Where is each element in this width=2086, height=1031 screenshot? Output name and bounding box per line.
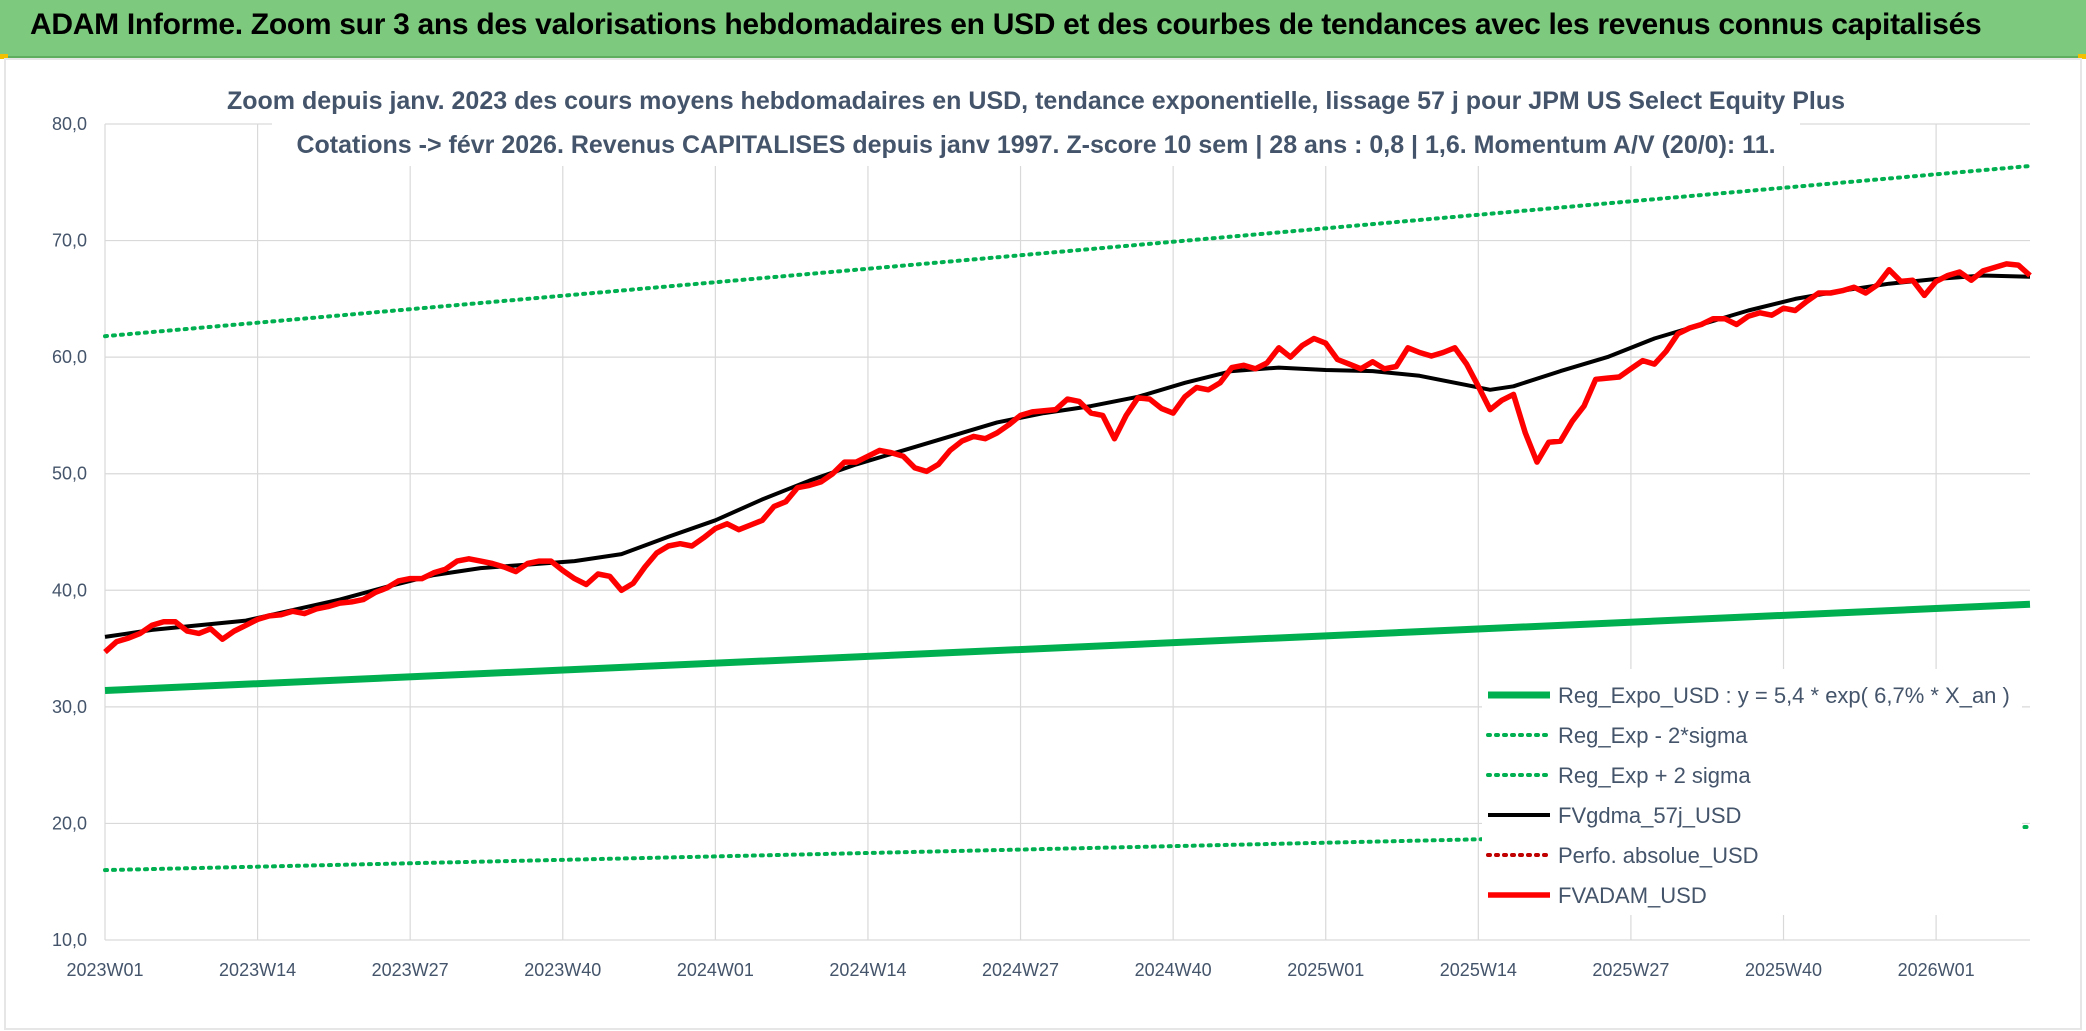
series-line-5: [103, 261, 2032, 655]
x-tick-label: 2023W27: [372, 960, 449, 980]
x-tick-label: 2024W27: [982, 960, 1059, 980]
x-tick-label: 2024W40: [1135, 960, 1212, 980]
y-tick-label: 60,0: [52, 347, 87, 367]
subtitle-background: [272, 78, 1800, 166]
grid-lines: [104, 123, 2030, 941]
x-tick-label: 2024W14: [829, 960, 906, 980]
report-banner: ADAM Informe. Zoom sur 3 ans des valoris…: [0, 0, 2086, 58]
subtitle-line-2: Cotations -> févr 2026. Revenus CAPITALI…: [296, 131, 1775, 159]
y-tick-label: 80,0: [52, 114, 87, 134]
y-tick-label: 70,0: [52, 231, 87, 251]
axes: 10,0 20,0 30,0 40,0 50,0 60,0 70,0 80,0 2023W01 2…: [52, 114, 1975, 980]
legend-label: Reg_Expo_USD : y = 5,4 * exp( 6,7% * X_a…: [1558, 683, 2010, 708]
series-lines: [103, 164, 2032, 873]
legend-label: Reg_Exp + 2 sigma: [1558, 763, 1751, 788]
x-tick-label: 2023W14: [219, 960, 296, 980]
report-title: ADAM Informe. Zoom sur 3 ans des valoris…: [30, 8, 1982, 41]
legend-background: [1482, 669, 2022, 915]
chart-subtitle: Zoom depuis janv. 2023 des cours moyens …: [227, 78, 1845, 166]
x-tick-label: 2026W01: [1898, 960, 1975, 980]
x-tick-label: 2023W01: [66, 960, 143, 980]
series-line-0: [104, 600, 2031, 694]
x-tick-label: 2023W40: [524, 960, 601, 980]
legend-label: FVADAM_USD: [1558, 883, 1707, 908]
chart-legend: Reg_Expo_USD : y = 5,4 * exp( 6,7% * X_a…: [1482, 669, 2022, 915]
x-tick-label: 2025W27: [1592, 960, 1669, 980]
x-tick-label: 2024W01: [677, 960, 754, 980]
y-tick-label: 40,0: [52, 580, 87, 600]
y-tick-label: 50,0: [52, 464, 87, 484]
y-tick-label: 30,0: [52, 697, 87, 717]
x-tick-label: 2025W40: [1745, 960, 1822, 980]
corner-accent-left: [0, 54, 8, 59]
corner-accent-right: [2078, 54, 2086, 59]
x-tick-label: 2025W01: [1287, 960, 1364, 980]
subtitle-line-1: Zoom depuis janv. 2023 des cours moyens …: [227, 87, 1845, 115]
x-tick-label: 2025W14: [1440, 960, 1517, 980]
y-tick-label: 20,0: [52, 813, 87, 833]
series-line-2: [103, 164, 2032, 339]
series-line-1: [103, 824, 2032, 873]
legend-label: Reg_Exp - 2*sigma: [1558, 723, 1748, 748]
y-tick-label: 10,0: [52, 930, 87, 950]
legend-label: Perfo. absolue_USD: [1558, 843, 1759, 868]
legend-label: FVgdma_57j_USD: [1558, 803, 1741, 828]
